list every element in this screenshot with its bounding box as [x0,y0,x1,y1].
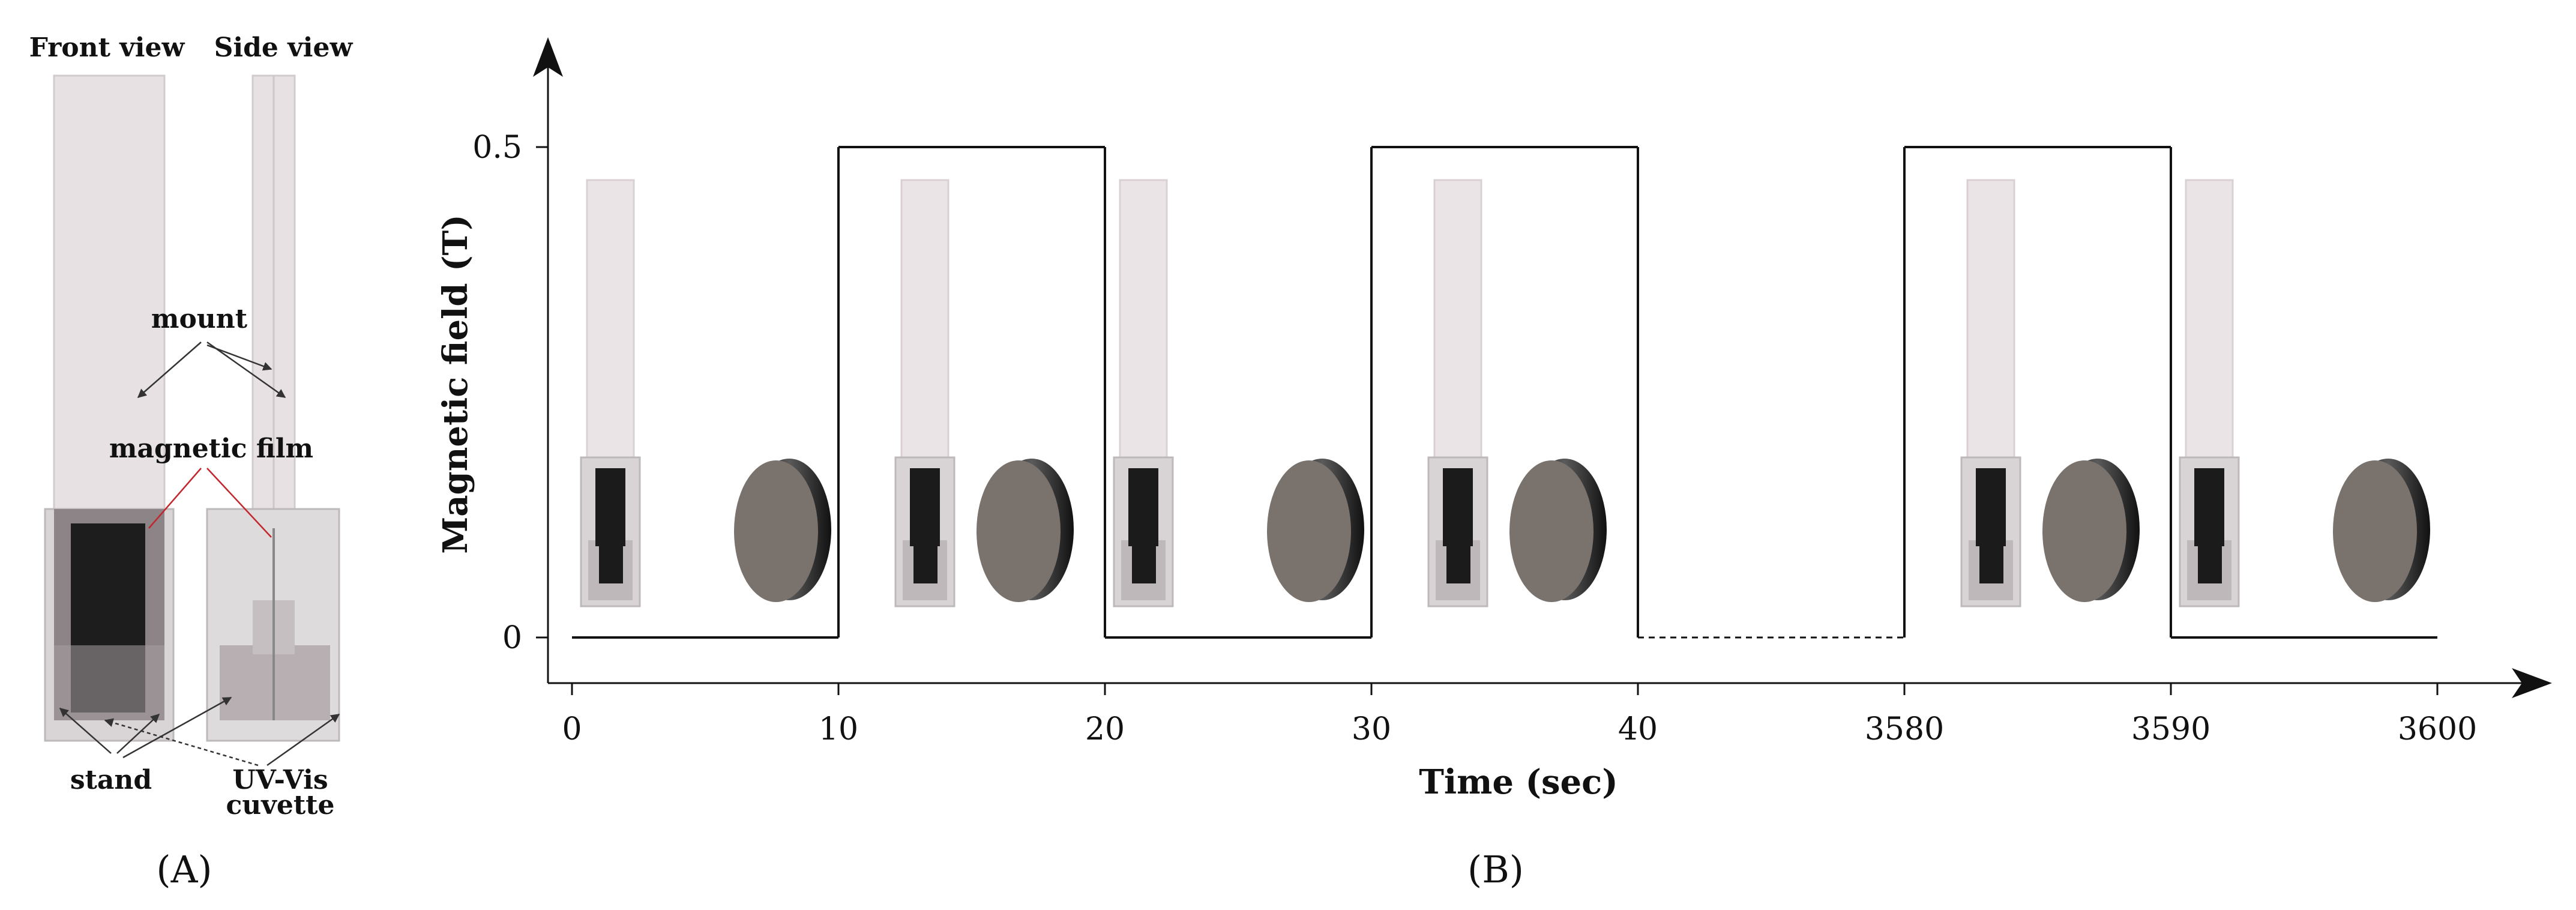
magnetic-film-pointer-2 [206,468,272,538]
cuvette-arrow-2 [266,713,340,767]
x-tick-label: 3590 [2131,711,2210,747]
y-axis-label: Magnetic field (T) [436,214,475,553]
state-field-off [2179,179,2430,607]
magnetic-film-lower [599,540,623,583]
side-view-label: Side view [214,32,354,63]
magnetic-film [595,468,625,546]
panel-b: 0 10 20 30 40 3580 3590 3600 00.5 Time (sec) Ma… [436,37,2552,891]
magnet-face [977,460,1061,602]
magnetic-film [1976,468,2006,546]
state-field-on [1427,179,1607,607]
magnetic-film [1128,468,1158,546]
magnetic-film-label: magnetic film [109,433,313,464]
state-field-off [580,179,831,607]
x-tick-label: 3580 [1865,711,1944,747]
state-illustrations [580,179,2430,607]
cuvette-label-line1: UV-Vis [232,765,328,795]
panel-b-label: (B) [1467,848,1524,891]
x-tick-label: 10 [819,711,858,747]
y-tick-label: 0 [502,620,522,656]
magnet-face [2042,460,2126,602]
front-view-label: Front view [29,32,185,63]
cuvette-arrow-1 [104,718,259,767]
magnet-face [2333,460,2417,602]
x-tick-label: 40 [1618,711,1658,747]
magnetic-film [2194,468,2224,546]
y-tick-label: 0.5 [472,130,522,166]
cuvette-label-line2: cuvette [226,790,335,821]
state-field-on [894,179,1074,607]
mount-arrow-2 [206,341,286,399]
mount-arrow-1 [137,342,202,398]
x-tick-label: 20 [1085,711,1125,747]
magnetic-film [910,468,940,546]
magnetic-film [1443,468,1473,546]
x-axis-arrow [2512,668,2552,698]
panel-a: Front view Side view mount magnetic film [29,32,354,891]
mount-label: mount [151,304,248,334]
front-stand-lower [54,645,164,720]
magnetic-film-lower [1979,540,2003,583]
x-tick-label: 3600 [2398,711,2477,747]
magnet-face [734,460,818,602]
magnet-face [1509,460,1593,602]
magnetic-field-trace [572,146,2437,639]
stand-arrow-2 [116,713,160,754]
magnetic-film-pointer-1 [148,468,202,529]
magnetic-film-lower [2198,540,2222,583]
magnetic-film-lower [1132,540,1156,583]
magnetic-film-lower [1446,540,1470,583]
panel-a-label: (A) [156,848,212,891]
stand-label: stand [70,765,152,795]
y-ticks: 00.5 [472,130,548,656]
x-tick-label: 0 [562,711,582,747]
magnetic-film-lower [913,540,937,583]
x-tick-label: 30 [1352,711,1391,747]
magnet-face [1267,460,1351,602]
stand-arrow-1 [59,708,112,754]
x-ticks: 0 10 20 30 40 3580 3590 3600 [562,683,2477,747]
state-field-on [1960,179,2140,607]
stand-arrow-3 [122,696,232,759]
state-field-off [1113,179,1364,607]
y-axis-arrow [533,37,563,77]
x-axis-label: Time (sec) [1419,762,1618,802]
mount-arrow-3 [206,344,272,371]
